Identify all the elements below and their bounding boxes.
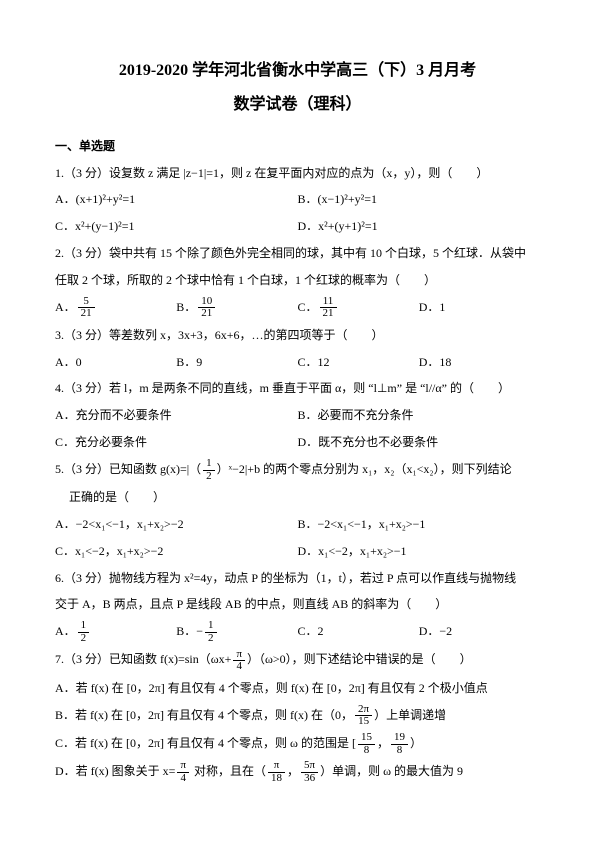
q7-b-pre: B．若 f(x) 在 [0，2π] 有且仅有 4 个零点，则 f(x) 在（0， [55, 708, 353, 722]
q6-opt-d: D．−2 [419, 620, 540, 644]
q7-stem-den: 4 [233, 661, 245, 673]
section-heading: 一、单选题 [55, 135, 540, 158]
q6-opt-a: A．12 [55, 620, 176, 644]
q7-c-mid: ， [377, 736, 389, 750]
q5-pre: 5.（3 分）已知函数 g(x)=|（ [55, 462, 201, 476]
q7-d-n2: π [268, 760, 285, 773]
q7-stem-post: ）（ω>0），则下述结论中错误的是（ ） [247, 652, 472, 666]
q4-options-2: C．充分必要条件 D．既不充分也不必要条件 [55, 431, 540, 454]
q2-options: A．521 B．1021 C．1121 D．1 [55, 296, 540, 320]
q7-d-mid1: 对称，且在（ [191, 764, 266, 778]
q3-options: A．0 B．9 C．12 D．18 [55, 351, 540, 374]
q2-c-den: 21 [320, 308, 337, 320]
q7-d-n3: 5π [301, 760, 318, 773]
q5-line1: 5.（3 分）已知函数 g(x)=|（12）ˣ−2|+b 的两个零点分别为 x₁… [55, 458, 540, 482]
q6-b-pre: B．− [176, 624, 203, 638]
q2-opt-c: C．1121 [298, 296, 419, 320]
q7-opt-a: A．若 f(x) 在 [0，2π] 有且仅有 4 个零点，则 f(x) 在 [0… [55, 677, 540, 700]
q2-opt-d: D．1 [419, 296, 540, 320]
q5-opt-c: C．x₁<−2，x₁+x₂>−2 [55, 540, 298, 563]
q1-opt-c: C．x²+(y−1)²=1 [55, 215, 298, 238]
q2-opt-a: A．521 [55, 296, 176, 320]
q5-line2: 正确的是（ ） [69, 486, 540, 509]
q6-b-den: 2 [205, 633, 217, 645]
q5-post: ）ˣ−2|+b 的两个零点分别为 x₁，x₂（x₁<x₂），则下列结论 [217, 462, 512, 476]
q2-opt-b: B．1021 [176, 296, 297, 320]
q7-opt-b: B．若 f(x) 在 [0，2π] 有且仅有 4 个零点，则 f(x) 在（0，… [55, 704, 540, 728]
q5-options: A．−2<x₁<−1，x₁+x₂>−2 B．−2<x₁<−1，x₁+x₂>−1 [55, 513, 540, 536]
q3-opt-d: D．18 [419, 351, 540, 374]
q6-b-num: 1 [205, 620, 217, 633]
q1-options-2: C．x²+(y−1)²=1 D．x²+(y+1)²=1 [55, 215, 540, 238]
q6-a-num: 1 [78, 620, 90, 633]
q1-stem: 1.（3 分）设复数 z 满足 |z−1|=1，则 z 在复平面内对应的点为（x… [55, 162, 540, 185]
q1-options: A．(x+1)²+y²=1 B．(x−1)²+y²=1 [55, 188, 540, 211]
q2-line2: 任取 2 个球，所取的 2 个球中恰有 1 个白球，1 个红球的概率为（ ） [55, 269, 540, 292]
q4-stem: 4.（3 分）若 l，m 是两条不同的直线，m 垂直于平面 α，则 “l⊥m” … [55, 377, 540, 400]
q2-line1: 2.（3 分）袋中共有 15 个除了颜色外完全相同的球，其中有 10 个白球，5… [55, 242, 540, 265]
q7-opt-c: C．若 f(x) 在 [0，2π] 有且仅有 4 个零点，则 ω 的范围是 [1… [55, 732, 540, 756]
q4-options: A．充分而不必要条件 B．必要而不充分条件 [55, 404, 540, 427]
q7-c-d1: 8 [358, 745, 375, 757]
q7-d-d3: 36 [301, 773, 318, 785]
q7-d-d2: 18 [268, 773, 285, 785]
q5-options-2: C．x₁<−2，x₁+x₂>−2 D．x₁<−2，x₁+x₂>−1 [55, 540, 540, 563]
q5-den: 2 [203, 471, 215, 483]
q7-c-post: ） [410, 736, 422, 750]
q7-b-post: ）上单调递增 [374, 708, 446, 722]
q6-options: A．12 B．−12 C．2 D．−2 [55, 620, 540, 644]
q1-opt-a: A．(x+1)²+y²=1 [55, 188, 298, 211]
q3-opt-a: A．0 [55, 351, 176, 374]
q7-d-mid2: ， [287, 764, 299, 778]
q7-d-n1: π [177, 760, 189, 773]
q6-line2: 交于 A，B 两点，且点 P 是线段 AB 的中点，则直线 AB 的斜率为（ ） [55, 593, 540, 616]
q6-opt-b: B．−12 [176, 620, 297, 644]
q7-d-pre: D．若 f(x) 图象关于 x= [55, 764, 175, 778]
q4-opt-b: B．必要而不充分条件 [298, 404, 541, 427]
q6-a-den: 2 [78, 633, 90, 645]
q3-stem: 3.（3 分）等差数列 x，3x+3，6x+6，…的第四项等于（ ） [55, 324, 540, 347]
q6-line1: 6.（3 分）抛物线方程为 x²=4y，动点 P 的坐标为（1，t），若过 P … [55, 567, 540, 590]
q7-b-den: 15 [355, 716, 372, 728]
q3-opt-b: B．9 [176, 351, 297, 374]
q7-d-d1: 4 [177, 773, 189, 785]
q4-opt-a: A．充分而不必要条件 [55, 404, 298, 427]
q1-opt-b: B．(x−1)²+y²=1 [298, 188, 541, 211]
q7-c-n2: 19 [391, 732, 408, 745]
title-line-2: 数学试卷（理科） [55, 90, 540, 120]
q5-opt-a: A．−2<x₁<−1，x₁+x₂>−2 [55, 513, 298, 536]
q7-stem: 7.（3 分）已知函数 f(x)=sin（ωx+π4）（ω>0），则下述结论中错… [55, 648, 540, 672]
q6-opt-c: C．2 [298, 620, 419, 644]
q7-c-pre: C．若 f(x) 在 [0，2π] 有且仅有 4 个零点，则 ω 的范围是 [ [55, 736, 356, 750]
q5-num: 1 [203, 458, 215, 471]
q5-opt-d: D．x₁<−2，x₁+x₂>−1 [298, 540, 541, 563]
q2-a-den: 21 [78, 308, 95, 320]
q7-d-post: ）单调，则 ω 的最大值为 9 [320, 764, 463, 778]
q4-opt-c: C．充分必要条件 [55, 431, 298, 454]
q7-c-d2: 8 [391, 745, 408, 757]
q7-c-n1: 15 [358, 732, 375, 745]
q3-opt-c: C．12 [298, 351, 419, 374]
q2-b-den: 21 [198, 308, 215, 320]
q7-opt-d: D．若 f(x) 图象关于 x=π4 对称，且在（π18，5π36）单调，则 ω… [55, 760, 540, 784]
q5-opt-b: B．−2<x₁<−1，x₁+x₂>−1 [298, 513, 541, 536]
title-line-1: 2019-2020 学年河北省衡水中学高三（下）3 月月考 [55, 56, 540, 86]
q1-opt-d: D．x²+(y+1)²=1 [298, 215, 541, 238]
q4-opt-d: D．既不充分也不必要条件 [298, 431, 541, 454]
q7-stem-pre: 7.（3 分）已知函数 f(x)=sin（ωx+ [55, 652, 231, 666]
